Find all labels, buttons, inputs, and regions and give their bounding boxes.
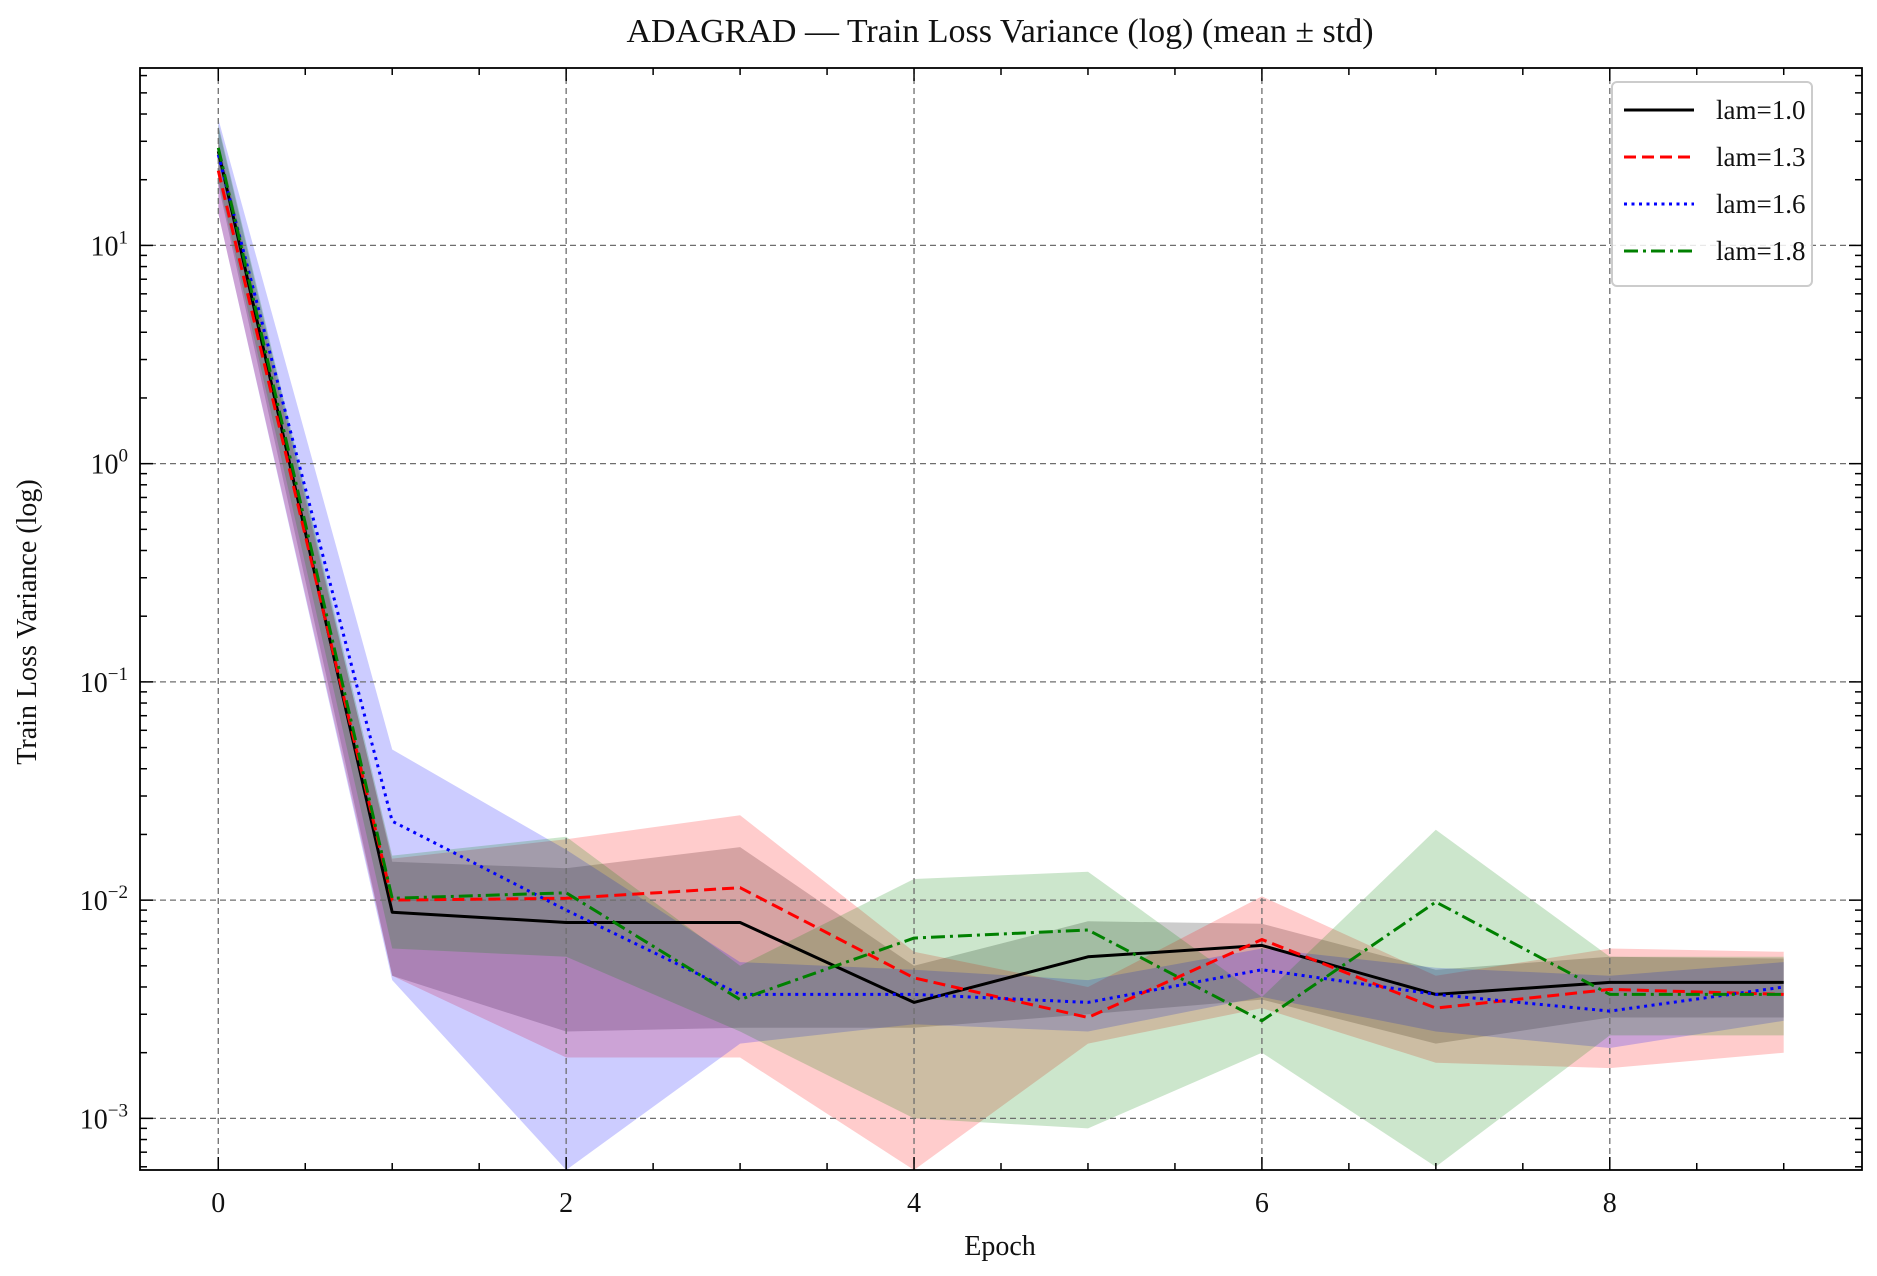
band-lam-1-3 (218, 141, 1784, 1170)
x-tick-label: 2 (559, 1188, 573, 1219)
series-line-lam-1-8 (216, 147, 1784, 1023)
legend-label-lam-1-3: lam=1.3 (1716, 142, 1805, 172)
axes: 0 2 4 6 8 10−3 10−2 10−1 100 101 (80, 67, 1863, 1219)
band-lam-1-8 (218, 124, 1784, 1167)
y-tick-label: 101 (91, 227, 129, 262)
x-tick-label: 0 (211, 1188, 225, 1219)
legend-label-lam-1-6: lam=1.6 (1716, 189, 1805, 219)
series-line-lam-1-3 (216, 170, 1784, 1019)
legend-label-lam-1-8: lam=1.8 (1716, 236, 1805, 266)
y-axis-label: Train Loss Variance (log) (12, 479, 43, 764)
y-tick-label: 100 (91, 446, 129, 481)
legend-box (1611, 81, 1813, 287)
x-tick-label: 8 (1603, 1188, 1617, 1219)
x-tick-label: 4 (907, 1188, 921, 1219)
x-tick-label: 6 (1255, 1188, 1269, 1219)
legend-label-lam-1-0: lam=1.0 (1716, 95, 1805, 125)
chart-title: ADAGRAD — Train Loss Variance (log) (mea… (626, 13, 1373, 50)
series-line-lam-1-0 (216, 150, 1784, 1004)
std-bands (218, 118, 1784, 1170)
band-lam-1-6 (218, 118, 1784, 1170)
series-lines (216, 147, 1784, 1023)
y-tick-label: 10−1 (80, 664, 128, 699)
grid (140, 68, 1862, 1170)
y-tick-label: 10−2 (80, 882, 128, 917)
y-tick-label: 10−3 (80, 1100, 128, 1135)
x-axis-label: Epoch (964, 1231, 1036, 1262)
legend: lam=1.0 lam=1.3 lam=1.6 lam=1.8 (1611, 81, 1813, 287)
